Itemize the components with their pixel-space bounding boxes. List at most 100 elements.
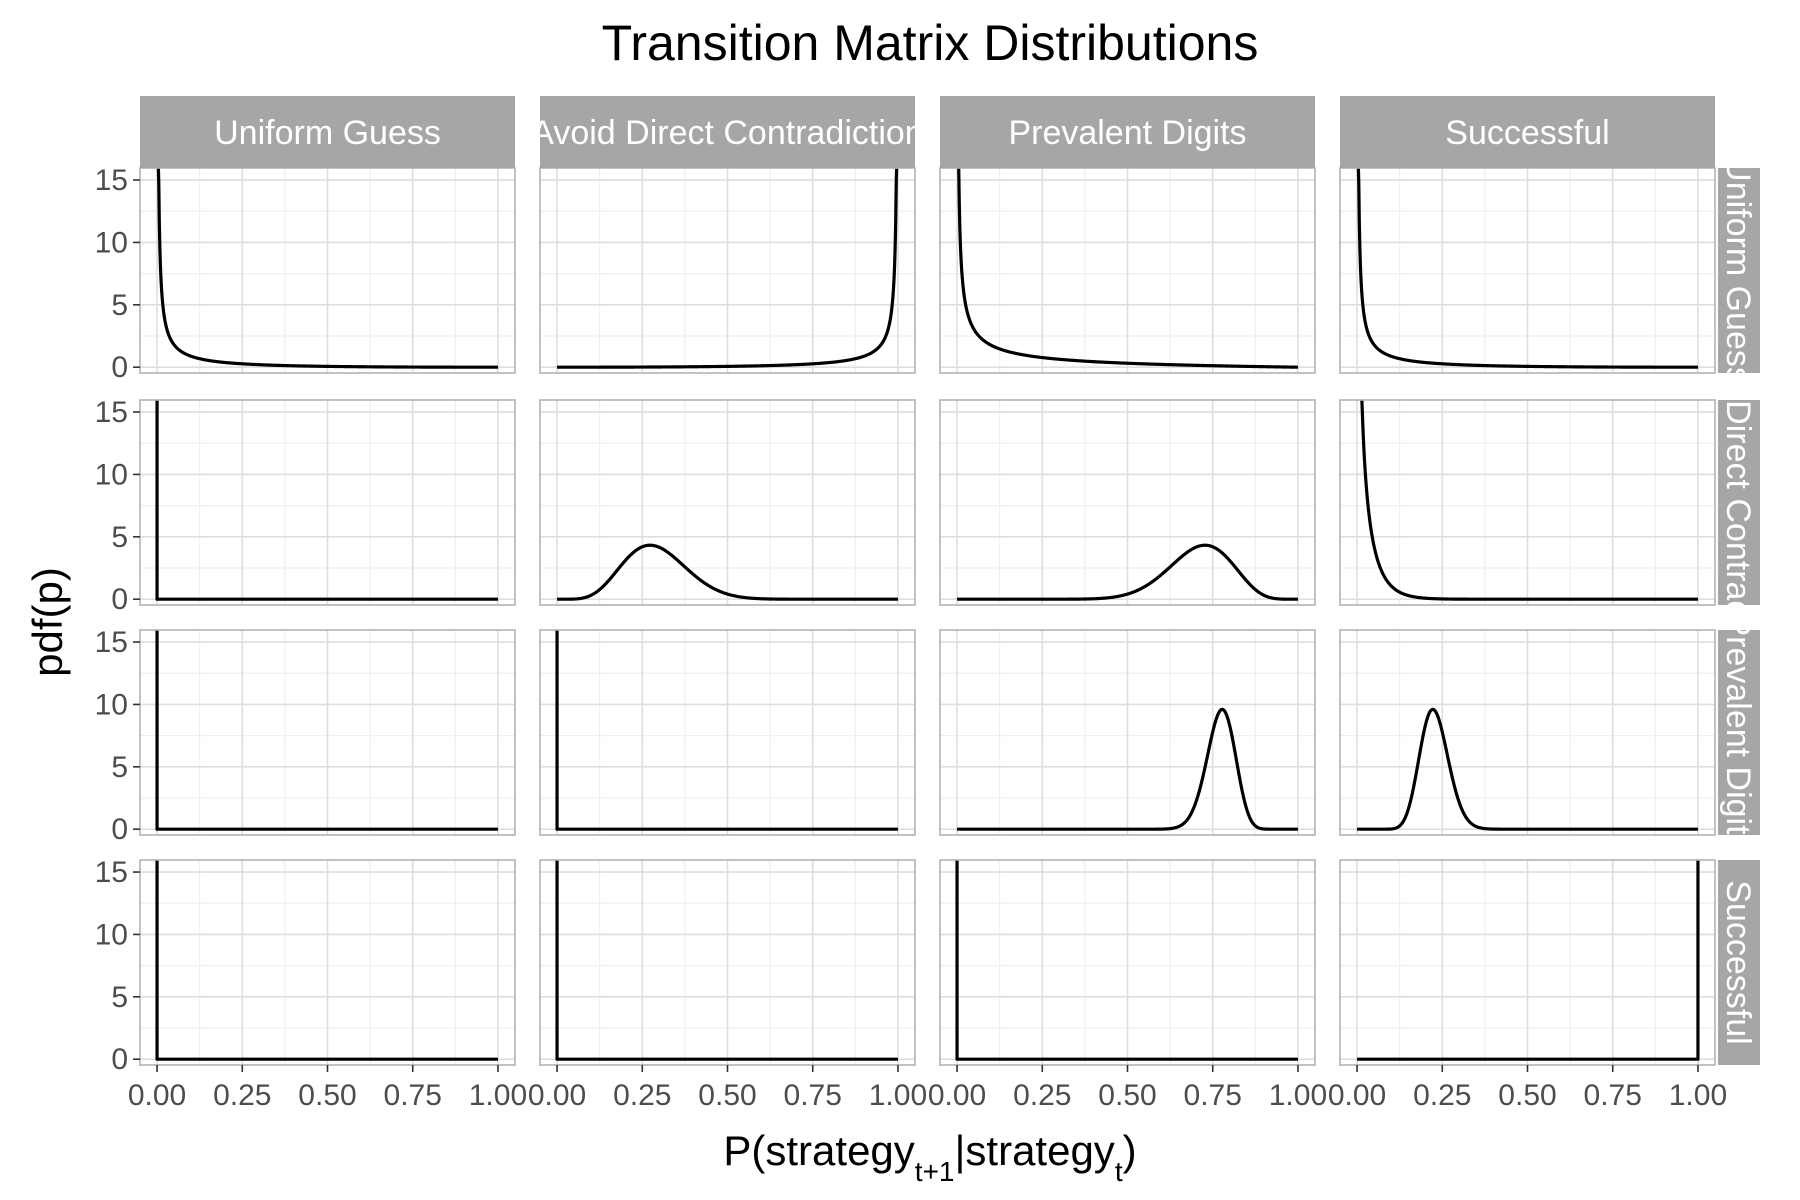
density-line [957,168,1299,369]
x-axis-title: P(strategyt+1|strategyt) [723,1127,1136,1187]
y-tick-label: 10 [95,918,128,951]
row-strip-uniform-guess: Uniform Guess [1718,157,1760,384]
panel-avoid-direct-contradiction-to-uniform-guess: 0 5 10 15 [95,396,516,616]
y-tick-label: 0 [111,583,128,616]
x-tick-label: 1.00 [469,1079,527,1112]
density-line [155,860,498,1061]
strip-background [1718,400,1760,605]
x-tick-label: 0.50 [1498,1079,1556,1112]
x-tick-label: 1.00 [1269,1079,1327,1112]
strip-background [140,96,515,168]
panel-prevalent-digits-to-prevalent-digits [939,629,1316,836]
panel-border [139,399,516,606]
panel-uniform-guess-to-successful [1339,167,1716,374]
row-strip-label: Successful [1719,880,1757,1044]
col-strip-uniform-guess: Uniform Guess [140,96,515,168]
panel-avoid-direct-contradiction-to-successful [1339,399,1716,606]
x-tick-label: 0.75 [784,1079,842,1112]
density-line [155,630,498,831]
col-strip-successful: Successful [1340,96,1715,168]
y-tick-label: 10 [95,226,128,259]
density-line [556,543,899,601]
row-strip-label: Prevalent Digits [1719,613,1757,851]
col-strip-avoid-direct-contradiction: Avoid Direct Contradiction [531,96,923,168]
col-strip-label: Prevalent Digits [1008,114,1246,152]
x-axis-title-part: |strategy [955,1127,1115,1174]
y-tick-label: 0 [111,351,128,384]
density-line [1356,707,1699,831]
row-strip-avoid-direct-contradiction: Avoid Direct Contradiction [1718,306,1760,698]
x-tick-label: 0.50 [698,1079,756,1112]
x-tick-label: 0.50 [1098,1079,1156,1112]
x-tick-label: 0.00 [128,1079,186,1112]
x-tick-label: 0.25 [213,1079,271,1112]
panel-prevalent-digits-to-successful [1339,629,1716,836]
panel-successful-to-uniform-guess: 0 5 10 15 0.00 0.25 0.50 0.75 1.00 [95,856,528,1112]
y-axis-title: pdf(p) [24,567,71,677]
row-strip-successful: Successful [1718,860,1760,1065]
y-tick-label: 10 [95,458,128,491]
panel-border [1339,399,1716,606]
density-line [1357,860,1700,1061]
panel-uniform-guess-to-avoid-direct-contradiction [539,167,916,374]
x-tick-label: 0.25 [1013,1079,1071,1112]
x-axis-title-subscript: t+1 [915,1156,955,1187]
panel-border [939,399,1316,606]
y-tick-label: 10 [95,688,128,721]
density-line [556,168,899,369]
y-tick-label: 5 [111,521,128,554]
x-tick-label: 0.00 [928,1079,986,1112]
panel-border [1339,629,1716,836]
x-tick-label: 0.25 [1413,1079,1471,1112]
panel-uniform-guess-to-uniform-guess: 0 5 10 15 [95,164,516,384]
strip-background [1718,860,1760,1065]
x-tick-label: 0.75 [1584,1079,1642,1112]
axis-titles: pdf(p) P(strategyt+1|strategyt) [24,567,1137,1186]
x-axis-title-subscript: t [1115,1156,1123,1187]
col-strip-prevalent-digits: Prevalent Digits [940,96,1315,168]
panel-prevalent-digits-to-uniform-guess: 0 5 10 15 [95,626,516,846]
column-strips: Uniform Guess Avoid Direct Contradiction P… [140,96,1715,168]
panel-border [139,629,516,836]
x-tick-label: 0.00 [528,1079,586,1112]
panel-border [539,629,916,836]
density-line [555,630,898,831]
panel-border [939,629,1316,836]
panel-successful-to-successful: 0.00 0.25 0.50 0.75 1.00 [1328,859,1727,1112]
density-line [156,168,499,369]
y-tick-label: 0 [111,1043,128,1076]
x-tick-label: 0.50 [298,1079,356,1112]
x-tick-label: 0.25 [613,1079,671,1112]
strip-background [940,96,1315,168]
density-line [555,860,898,1061]
strip-background [1718,630,1760,835]
density-line [155,400,498,601]
panel-successful-to-prevalent-digits: 0.00 0.25 0.50 0.75 1.00 [928,859,1327,1112]
x-tick-label: 1.00 [869,1079,927,1112]
x-axis-title-part: ) [1123,1127,1137,1174]
panel-successful-to-avoid-direct-contradiction: 0.00 0.25 0.50 0.75 1.00 [528,859,927,1112]
density-line [955,860,1298,1061]
panel-uniform-guess-to-prevalent-digits [939,167,1316,374]
panel-prevalent-digits-to-avoid-direct-contradiction [539,629,916,836]
y-tick-label: 15 [95,626,128,659]
x-axis-title-part: P(strategy [723,1127,914,1174]
row-strip-label: Uniform Guess [1719,157,1757,384]
panel-border [539,399,916,606]
x-tick-label: 1.00 [1669,1079,1727,1112]
panel-avoid-direct-contradiction-to-avoid-direct-contradiction [539,399,916,606]
col-strip-label: Avoid Direct Contradiction [531,114,923,152]
y-tick-label: 5 [111,751,128,784]
chart-title: Transition Matrix Distributions [602,15,1259,71]
y-tick-label: 0 [111,813,128,846]
y-tick-label: 5 [111,289,128,322]
row-strip-label: Avoid Direct Contradiction [1719,306,1757,698]
strip-background [1718,168,1760,373]
density-line [1356,168,1699,369]
y-tick-label: 15 [95,856,128,889]
row-strip-prevalent-digits: Prevalent Digits [1718,613,1760,851]
strip-background [540,96,915,168]
col-strip-label: Uniform Guess [214,114,441,152]
